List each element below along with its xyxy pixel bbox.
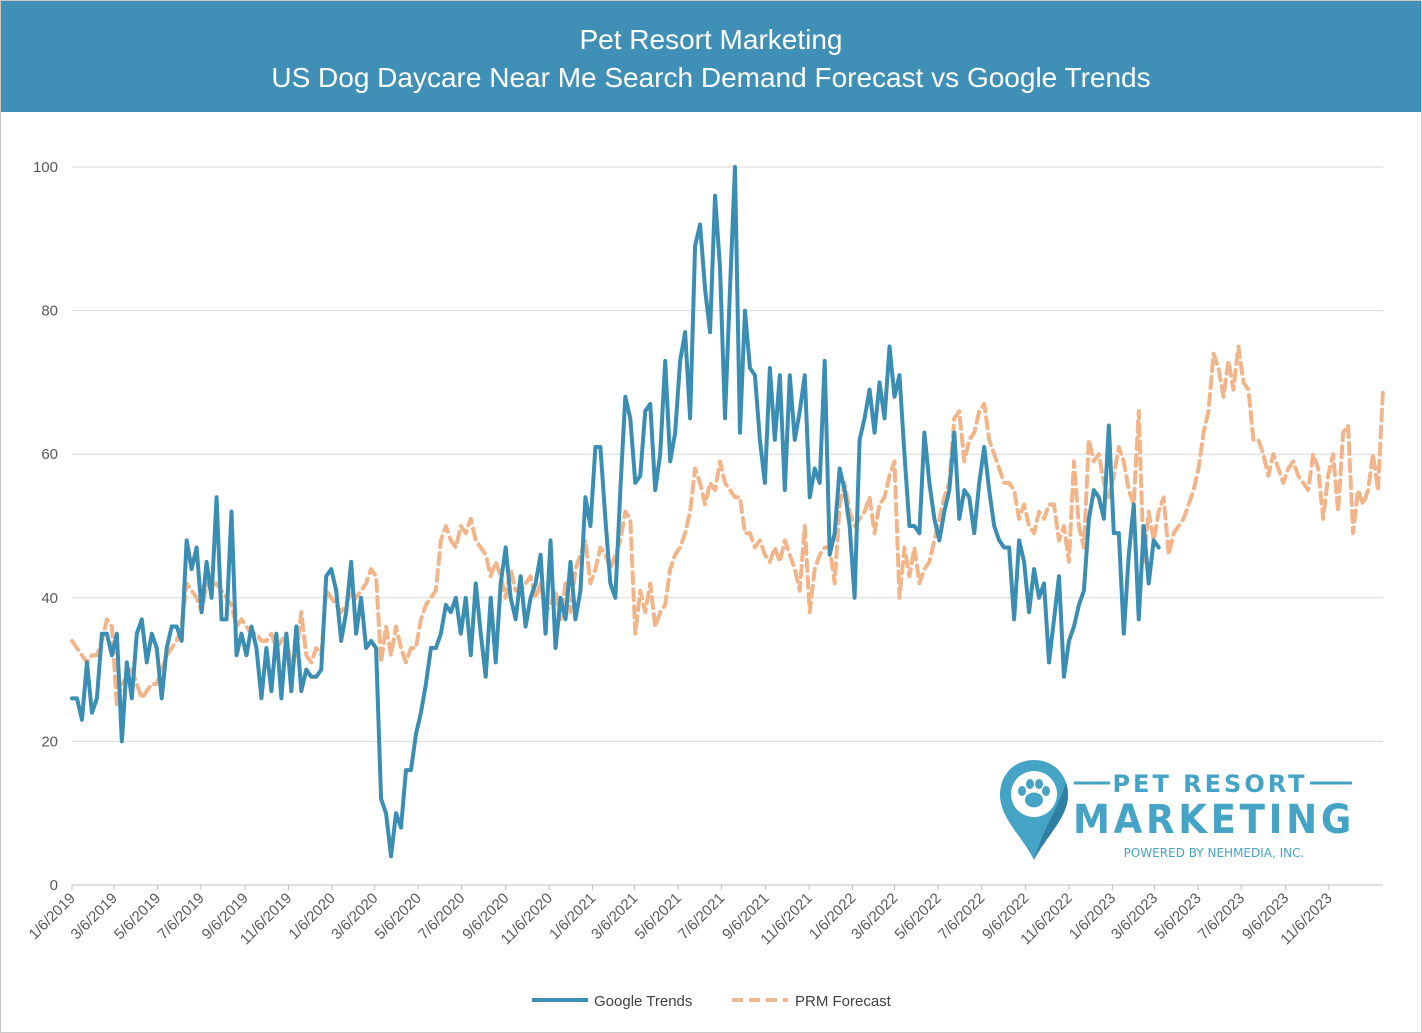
x-tick-label: 3/6/2020 <box>328 890 381 943</box>
y-axis-tick-labels: 0 20 40 60 80 100 <box>33 159 58 894</box>
y-tick-label: 40 <box>41 590 58 607</box>
x-tick-label: 3/6/2021 <box>588 890 641 943</box>
x-tick-label: 5/6/2019 <box>111 890 164 943</box>
y-tick-label: 0 <box>50 877 58 894</box>
pet-resort-marketing-logo: PET RESORT MARKETING POWERED BY NEHMEDIA… <box>1000 760 1355 860</box>
x-tick-label: 5/6/2023 <box>1151 890 1204 943</box>
x-tick-label: 7/6/2023 <box>1195 890 1248 943</box>
gridlines <box>72 166 1383 886</box>
x-tick-label: 5/6/2020 <box>372 890 425 943</box>
x-tick-label: 7/6/2022 <box>935 890 988 943</box>
prm-forecast-line <box>70 344 1385 708</box>
logo-line-powered-by: POWERED BY NEHMEDIA, INC. <box>1124 846 1305 860</box>
chart-header: Pet Resort Marketing US Dog Daycare Near… <box>1 1 1421 112</box>
legend-google-trends-label: Google Trends <box>594 993 692 1010</box>
series-lines <box>70 165 1385 859</box>
x-tick-label: 5/6/2021 <box>632 890 685 943</box>
x-axis-tick-labels: 1/6/20193/6/20195/6/20197/6/20199/6/2019… <box>26 885 1336 948</box>
y-tick-label: 80 <box>41 303 58 320</box>
x-tick-label: 3/6/2023 <box>1108 890 1161 943</box>
x-tick-label: 3/6/2019 <box>68 890 121 943</box>
logo-line-marketing: MARKETING <box>1073 797 1355 843</box>
x-tick-label: 5/6/2022 <box>891 890 944 943</box>
x-tick-label: 7/6/2020 <box>415 890 468 943</box>
chart-legend: Google Trends PRM Forecast <box>532 993 892 1010</box>
y-tick-label: 20 <box>41 733 58 750</box>
x-tick-label: 7/6/2021 <box>675 890 728 943</box>
google-trends-line <box>70 165 1161 859</box>
paw-pin-icon <box>1000 760 1068 860</box>
chart-title: Pet Resort Marketing <box>579 24 843 55</box>
x-tick-label: 7/6/2019 <box>154 890 207 943</box>
logo-line-pet-resort: PET RESORT <box>1112 770 1307 798</box>
chart-subtitle: US Dog Daycare Near Me Search Demand For… <box>271 62 1151 93</box>
y-tick-label: 100 <box>33 159 58 176</box>
legend-prm-forecast-label: PRM Forecast <box>795 993 892 1010</box>
x-tick-label: 3/6/2022 <box>848 890 901 943</box>
y-tick-label: 60 <box>41 446 58 463</box>
x-tick-label: 1/6/2020 <box>285 890 338 943</box>
